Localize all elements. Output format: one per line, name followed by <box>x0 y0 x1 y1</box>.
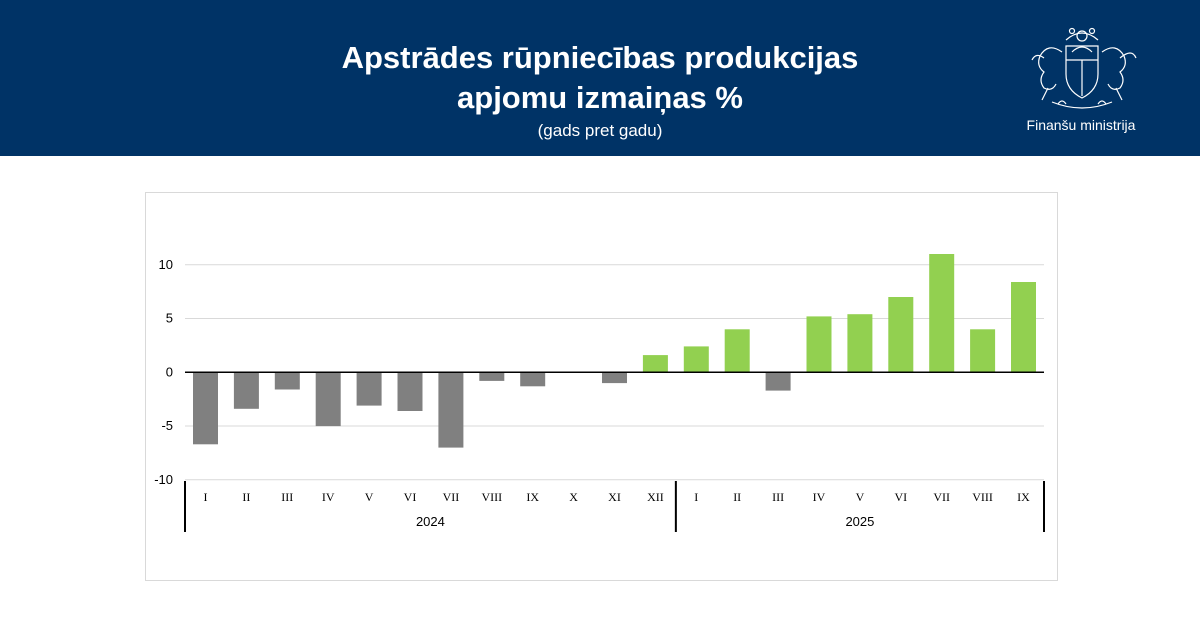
y-tick-label: 0 <box>166 364 173 379</box>
bar-2025-VI <box>888 297 914 373</box>
x-tick-label: I <box>694 490 698 504</box>
x-tick-label: V <box>365 490 374 504</box>
bar-2024-VIII <box>479 372 505 381</box>
bar-2024-VI <box>397 372 423 411</box>
bar-2024-XI <box>602 372 627 384</box>
y-tick-label: 10 <box>159 257 173 272</box>
bar-2025-IV <box>806 316 832 373</box>
page-subtitle: (gads pret gadu) <box>537 121 663 140</box>
year-label-2025: 2025 <box>845 514 874 529</box>
axes <box>184 371 1045 532</box>
x-tick-label: V <box>856 490 865 504</box>
page-title-line1: Apstrādes rūpniecības produkcijas <box>341 40 859 75</box>
year-label-2024: 2024 <box>416 514 445 529</box>
bar-2024-III <box>274 372 300 390</box>
y-tick-label: 5 <box>166 311 173 326</box>
bar-2024-VII <box>438 372 464 448</box>
x-tick-label: III <box>281 490 293 504</box>
bar-2025-III <box>765 372 791 391</box>
bars <box>193 254 1036 448</box>
x-tick-label: IV <box>322 490 335 504</box>
x-tick-label: XI <box>608 490 621 504</box>
bar-2024-IV <box>315 372 341 427</box>
bar-2025-VIII <box>970 329 996 373</box>
bar-2024-II <box>233 372 259 409</box>
x-tick-label: X <box>569 490 578 504</box>
bar-2025-VII <box>929 254 955 373</box>
x-tick-label: II <box>733 490 741 504</box>
bar-2025-I <box>683 346 709 373</box>
page-title-line2: apjomu izmaiņas % <box>457 80 743 115</box>
chart-frame: 10 5 0 -5 -10 I II III IV V VI VII VIII IX X XI XII I II II… <box>145 192 1058 581</box>
x-tick-label: IX <box>1017 490 1030 504</box>
x-tick-label: XII <box>647 490 664 504</box>
ministry-name: Finanšu ministrija <box>1026 117 1136 133</box>
x-tick-label: VII <box>933 490 950 504</box>
x-tick-label: I <box>204 490 208 504</box>
x-tick-label: VIII <box>481 490 502 504</box>
x-tick-label: VI <box>894 490 907 504</box>
bar-2024-I <box>193 372 218 445</box>
bar-2025-V <box>847 314 873 373</box>
x-tick-label: VII <box>443 490 460 504</box>
bar-2024-IX <box>520 372 546 387</box>
header-banner: Apstrādes rūpniecības produkcijas apjomu… <box>0 0 1200 156</box>
bar-2025-II <box>724 329 750 373</box>
x-tick-label: III <box>772 490 784 504</box>
y-tick-label: -5 <box>161 418 173 433</box>
x-tick-label: IV <box>813 490 826 504</box>
x-tick-label: VIII <box>972 490 993 504</box>
bar-2024-V <box>356 372 382 406</box>
x-tick-label: II <box>242 490 250 504</box>
y-tick-label: -10 <box>154 472 173 487</box>
bar-2025-IX <box>1011 282 1036 373</box>
x-tick-label: VI <box>404 490 417 504</box>
bar-2024-XII <box>642 355 668 373</box>
coat-of-arms-logo <box>1031 27 1137 109</box>
x-tick-label: IX <box>526 490 539 504</box>
